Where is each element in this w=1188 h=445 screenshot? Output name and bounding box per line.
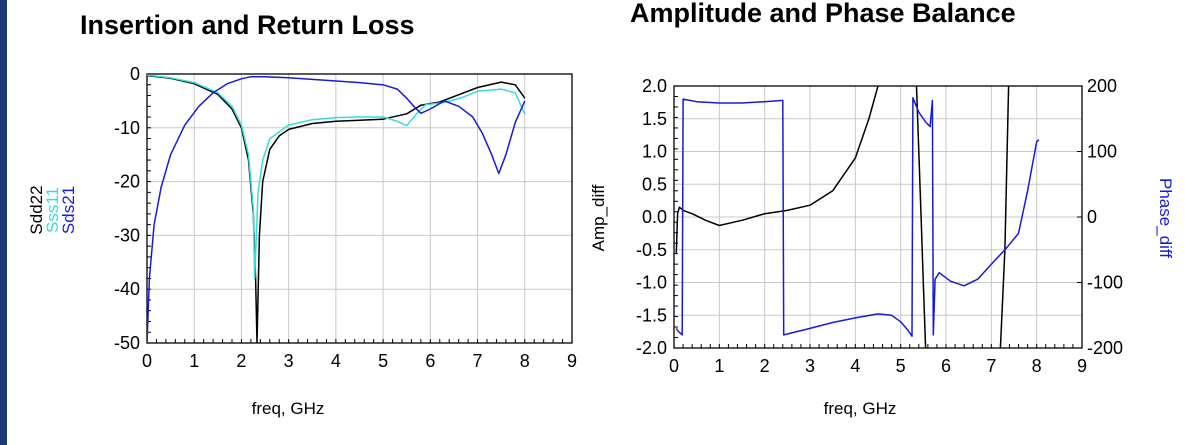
chart-1-xtick-label: 2 <box>760 356 770 376</box>
series-line-sds21 <box>147 75 526 343</box>
chart-1-ytick-label: -1.0 <box>636 273 667 293</box>
right-xlabel: freq, GHz <box>824 399 897 418</box>
chart-0-xtick-label: 5 <box>378 351 388 371</box>
chart-1-plot: 0 1 2 3 4 5 6 7 8 9 2.0 1.5 1.0 0.5 0.0 -0.5 -1.0 -1.5 -2.… <box>636 76 1123 376</box>
chart-0-xtick-label: 7 <box>473 351 483 371</box>
chart-0-series-group <box>147 74 526 343</box>
chart-1-xtick-label: 6 <box>941 356 951 376</box>
chart-0-ytick-label: -40 <box>114 279 140 299</box>
chart-1-xtick-label: 5 <box>896 356 906 376</box>
chart-1-ytick-label: 1.0 <box>642 142 667 162</box>
left-ylabel-sdd22: Sdd22 <box>27 185 46 234</box>
chart-1-ytick-label: -0.5 <box>636 240 667 260</box>
chart-title-insertion-return-loss: Insertion and Return Loss <box>80 10 415 40</box>
chart-0-xtick-label: 3 <box>284 351 294 371</box>
chart-0-ytick-label: -30 <box>114 225 140 245</box>
series-line-sdd22 <box>147 74 526 343</box>
right-ylabel-phase-diff: Phase_diff <box>1156 178 1175 258</box>
chart-1-xtick-label: 1 <box>714 356 724 376</box>
left-ylabel-sds21: Sds21 <box>59 186 78 234</box>
chart-0-xtick-label: 8 <box>520 351 530 371</box>
chart-0-xtick-label: 2 <box>236 351 246 371</box>
right-chart: freq, GHz Amp_diff Phase_diff <box>589 178 1175 418</box>
chart-1-xtick-label: 8 <box>1032 356 1042 376</box>
chart-0-plot: 0 1 2 3 4 5 6 7 8 9 0 -10 -20 -30 -40 -50 <box>114 64 577 371</box>
chart-1-yright-tick-label: -100 <box>1087 273 1123 293</box>
left-ylabel-sss11: Sss11 <box>43 187 62 233</box>
chart-1-ytick-label: 0.5 <box>642 174 667 194</box>
chart-0-xtick-label: 4 <box>331 351 341 371</box>
chart-0-ytick-label: 0 <box>130 64 140 84</box>
left-chart: freq, GHz Sdd22 Sss11 Sds21 <box>27 185 324 418</box>
chart-0-ytick-label: -50 <box>114 333 140 353</box>
chart-0-ytick-label: -10 <box>114 118 140 138</box>
chart-1-ytick-label: 2.0 <box>642 76 667 96</box>
chart-0-xtick-label: 0 <box>142 351 152 371</box>
chart-title-amplitude-phase-balance: Amplitude and Phase Balance <box>630 0 1016 28</box>
chart-1-xtick-label: 3 <box>805 356 815 376</box>
chart-1-series-group <box>675 86 1040 348</box>
chart-1-yright-tick-label: 0 <box>1087 207 1097 227</box>
chart-0-xtick-label: 9 <box>567 351 577 371</box>
chart-1-ytick-label: 1.5 <box>642 109 667 129</box>
right-ylabel-amp-diff: Amp_diff <box>589 184 608 251</box>
chart-0-frame <box>146 73 573 344</box>
chart-1-xtick-label: 4 <box>850 356 860 376</box>
chart-1-xtick-label: 9 <box>1077 356 1087 376</box>
chart-1-yright-tick-label: -200 <box>1087 338 1123 358</box>
chart-1-yright-tick-label: 100 <box>1087 142 1117 162</box>
chart-0-xtick-label: 1 <box>189 351 199 371</box>
left-xlabel: freq, GHz <box>252 399 325 418</box>
chart-1-xtick-label: 7 <box>986 356 996 376</box>
series-line-phase_diff <box>675 97 1040 337</box>
chart-1-xtick-label: 0 <box>669 356 679 376</box>
series-line-sss11 <box>147 74 526 280</box>
chart-1-ytick-label: -2.0 <box>636 338 667 358</box>
chart-0-ytick-label: -20 <box>114 172 140 192</box>
chart-0-xtick-label: 6 <box>425 351 435 371</box>
chart-1-ytick-label: -1.5 <box>636 305 667 325</box>
chart-1-yright-tick-label: 200 <box>1087 76 1117 96</box>
chart-1-ytick-label: 0.0 <box>642 207 667 227</box>
